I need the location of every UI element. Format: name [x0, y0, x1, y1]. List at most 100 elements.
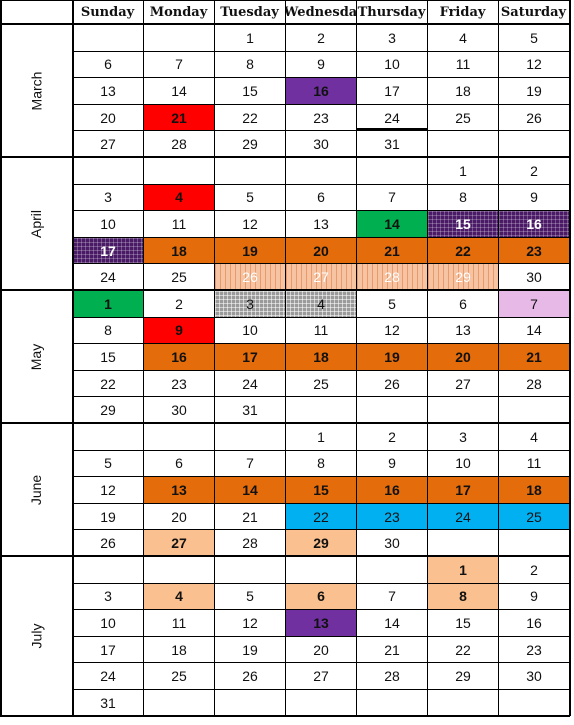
date-cell[interactable]: 9 [530, 189, 538, 206]
date-cell[interactable]: 15 [242, 82, 258, 99]
date-cell[interactable]: 6 [459, 295, 467, 312]
date-cell[interactable]: 4 [144, 184, 214, 211]
date-cell[interactable]: 7 [388, 588, 396, 605]
date-cell[interactable]: 14 [526, 322, 542, 339]
date-cell[interactable]: 17 [215, 344, 285, 370]
date-cell[interactable]: 21 [499, 344, 569, 370]
date-cell[interactable]: 24 [428, 503, 498, 530]
date-cell[interactable]: 20 [428, 344, 498, 370]
date-cell[interactable]: 16 [526, 614, 542, 631]
date-cell[interactable]: 5 [246, 588, 254, 605]
date-cell[interactable]: 28 [357, 264, 427, 290]
date-cell[interactable]: 23 [313, 109, 329, 126]
date-cell[interactable]: 27 [313, 668, 329, 685]
date-cell[interactable]: 7 [246, 455, 254, 472]
date-cell[interactable]: 20 [286, 237, 356, 264]
date-cell[interactable]: 20 [100, 109, 116, 126]
date-cell[interactable]: 23 [357, 503, 427, 530]
date-cell[interactable]: 7 [175, 56, 183, 73]
date-cell[interactable]: 10 [242, 322, 258, 339]
date-cell[interactable]: 8 [459, 189, 467, 206]
date-cell[interactable]: 28 [384, 668, 400, 685]
date-cell[interactable]: 22 [100, 375, 116, 392]
date-cell[interactable]: 29 [100, 402, 116, 419]
date-cell[interactable]: 2 [530, 162, 538, 179]
date-cell[interactable]: 9 [388, 455, 396, 472]
date-cell[interactable]: 29 [428, 264, 498, 290]
date-cell[interactable]: 11 [313, 322, 329, 339]
date-cell[interactable]: 19 [215, 237, 285, 264]
date-cell[interactable]: 8 [246, 56, 254, 73]
date-cell[interactable]: 4 [144, 583, 214, 610]
date-cell[interactable]: 3 [388, 29, 396, 46]
date-cell[interactable]: 24 [100, 269, 116, 286]
date-cell[interactable]: 19 [100, 508, 116, 525]
date-cell[interactable]: 24 [242, 375, 258, 392]
date-cell[interactable]: 22 [428, 237, 498, 264]
date-cell[interactable]: 16 [499, 211, 569, 237]
date-cell[interactable]: 13 [455, 322, 471, 339]
date-cell[interactable]: 10 [100, 215, 116, 232]
date-cell[interactable]: 30 [526, 668, 542, 685]
date-cell[interactable]: 1 [317, 428, 325, 445]
date-cell[interactable]: 31 [384, 136, 400, 153]
date-cell[interactable]: 29 [455, 668, 471, 685]
date-cell[interactable]: 1 [73, 291, 143, 317]
date-cell[interactable]: 26 [526, 109, 542, 126]
date-cell[interactable]: 11 [455, 56, 471, 73]
date-cell[interactable]: 9 [530, 588, 538, 605]
date-cell[interactable]: 1 [459, 162, 467, 179]
date-cell[interactable]: 16 [286, 78, 356, 104]
date-cell[interactable]: 28 [242, 535, 258, 552]
date-cell[interactable]: 19 [357, 344, 427, 370]
date-cell[interactable]: 19 [242, 641, 258, 658]
date-cell[interactable]: 25 [455, 109, 471, 126]
date-cell[interactable]: 22 [286, 503, 356, 530]
date-cell[interactable]: 30 [171, 402, 187, 419]
date-cell[interactable]: 26 [100, 535, 116, 552]
date-cell[interactable]: 10 [384, 56, 400, 73]
date-cell[interactable]: 4 [530, 428, 538, 445]
date-cell[interactable]: 26 [215, 264, 285, 290]
date-cell[interactable]: 19 [526, 82, 542, 99]
date-cell[interactable]: 14 [215, 477, 285, 503]
date-cell[interactable]: 21 [242, 508, 258, 525]
date-cell[interactable]: 5 [388, 295, 396, 312]
date-cell[interactable]: 11 [526, 455, 542, 472]
date-cell[interactable]: 17 [100, 641, 116, 658]
date-cell[interactable]: 28 [171, 136, 187, 153]
date-cell[interactable]: 27 [286, 264, 356, 290]
date-cell[interactable]: 11 [171, 614, 187, 631]
date-cell[interactable]: 23 [526, 641, 542, 658]
date-cell[interactable]: 22 [455, 641, 471, 658]
date-cell[interactable]: 10 [455, 455, 471, 472]
date-cell[interactable]: 6 [317, 189, 325, 206]
date-cell[interactable]: 15 [455, 614, 471, 631]
date-cell[interactable]: 25 [499, 503, 569, 530]
date-cell[interactable]: 3 [104, 189, 112, 206]
date-cell[interactable]: 24 [384, 109, 400, 126]
date-cell[interactable]: 12 [526, 56, 542, 73]
date-cell[interactable]: 23 [171, 375, 187, 392]
date-cell[interactable]: 31 [242, 402, 258, 419]
date-cell[interactable]: 3 [459, 428, 467, 445]
date-cell[interactable]: 8 [104, 322, 112, 339]
date-cell[interactable]: 6 [286, 583, 356, 610]
date-cell[interactable]: 31 [100, 694, 116, 711]
date-cell[interactable]: 29 [286, 530, 356, 556]
date-cell[interactable]: 9 [144, 317, 214, 344]
date-cell[interactable]: 15 [100, 348, 116, 365]
date-cell[interactable]: 13 [144, 477, 214, 503]
date-cell[interactable]: 30 [384, 535, 400, 552]
date-cell[interactable]: 10 [100, 614, 116, 631]
date-cell[interactable]: 30 [313, 136, 329, 153]
date-cell[interactable]: 28 [526, 375, 542, 392]
date-cell[interactable]: 7 [388, 189, 396, 206]
date-cell[interactable]: 5 [530, 29, 538, 46]
date-cell[interactable]: 27 [144, 530, 214, 556]
date-cell[interactable]: 12 [384, 322, 400, 339]
date-cell[interactable]: 11 [171, 215, 187, 232]
date-cell[interactable]: 8 [317, 455, 325, 472]
date-cell[interactable]: 3 [215, 291, 285, 317]
date-cell[interactable]: 5 [246, 189, 254, 206]
